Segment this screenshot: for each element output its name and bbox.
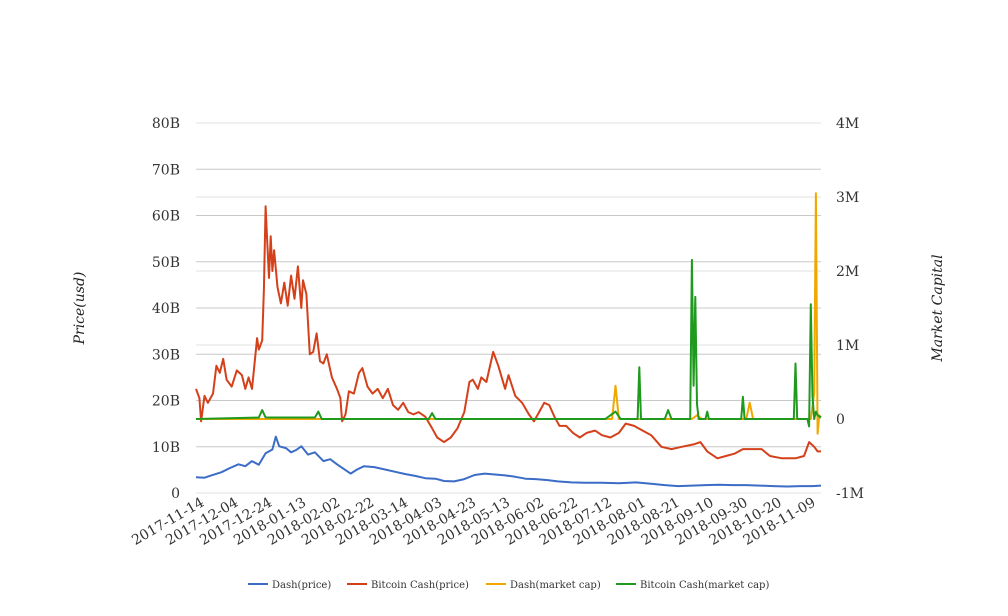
series-line-1 <box>195 435 822 488</box>
left-axis-title: Price(usd) <box>72 272 88 346</box>
left-tick-label: 0 <box>171 486 180 502</box>
left-tick-label: 80B <box>152 116 180 132</box>
legend-label: Dash(market cap) <box>510 580 601 591</box>
right-tick-label: 3M <box>836 190 859 206</box>
right-axis-ticks: -1M 0 1M 2M 3M 4M <box>836 116 864 502</box>
left-tick-label: 10B <box>152 440 180 456</box>
right-tick-label: -1M <box>836 486 864 502</box>
right-tick-label: 2M <box>836 264 859 280</box>
right-axis-title: Market Capital <box>930 254 946 362</box>
left-tick-label: 50B <box>152 255 180 271</box>
x-axis-ticks: 2017-11-142017-12-042017-12-242018-01-13… <box>129 495 818 549</box>
series-line-2 <box>195 205 821 460</box>
right-tick-label: 0 <box>836 412 845 428</box>
left-tick-label: 40B <box>152 301 180 317</box>
right-tick-label: 1M <box>836 338 859 354</box>
left-tick-label: 20B <box>152 394 180 410</box>
legend-label: Dash(price) <box>272 580 331 591</box>
series-line-3 <box>196 192 822 435</box>
left-tick-label: 60B <box>152 209 180 225</box>
left-axis-ticks: 0 10B 20B 30B 40B 50B 60B 70B 80B <box>152 116 180 502</box>
legend-label: Bitcoin Cash(price) <box>371 580 469 591</box>
legend: Dash(price) Bitcoin Cash(price) Dash(marke… <box>248 580 769 591</box>
left-tick-label: 30B <box>152 347 180 363</box>
series-lines <box>195 192 822 488</box>
left-tick-label: 70B <box>152 162 180 178</box>
legend-label: Bitcoin Cash(market cap) <box>640 580 769 591</box>
series-line-4 <box>195 258 822 428</box>
grid <box>196 122 821 494</box>
right-tick-label: 4M <box>836 116 859 132</box>
